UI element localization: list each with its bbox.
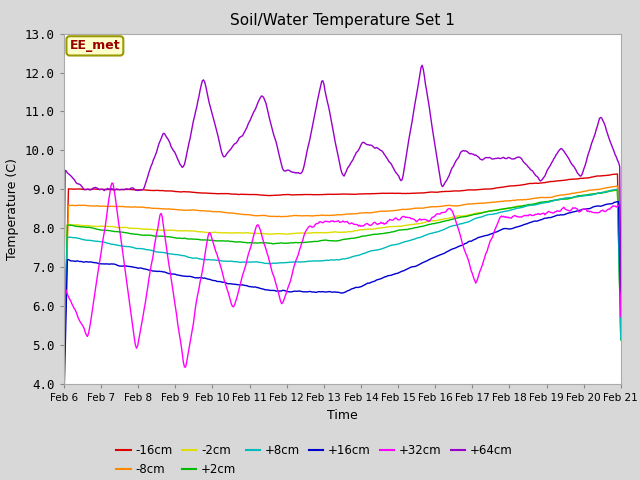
- Bar: [64, 228, 621, 267]
- Bar: [64, 34, 621, 72]
- Legend: -16cm, -8cm, -2cm, +2cm, +8cm, +16cm, +32cm, +64cm: -16cm, -8cm, -2cm, +2cm, +8cm, +16cm, +3…: [116, 444, 513, 476]
- Bar: [64, 150, 621, 189]
- Bar: [64, 267, 621, 306]
- Bar: [64, 72, 621, 111]
- Bar: [64, 111, 621, 150]
- Y-axis label: Temperature (C): Temperature (C): [6, 158, 19, 260]
- Title: Soil/Water Temperature Set 1: Soil/Water Temperature Set 1: [230, 13, 455, 28]
- Bar: [64, 189, 621, 228]
- X-axis label: Time: Time: [327, 408, 358, 421]
- Bar: [64, 306, 621, 345]
- Bar: [64, 345, 621, 384]
- Text: EE_met: EE_met: [70, 39, 120, 52]
